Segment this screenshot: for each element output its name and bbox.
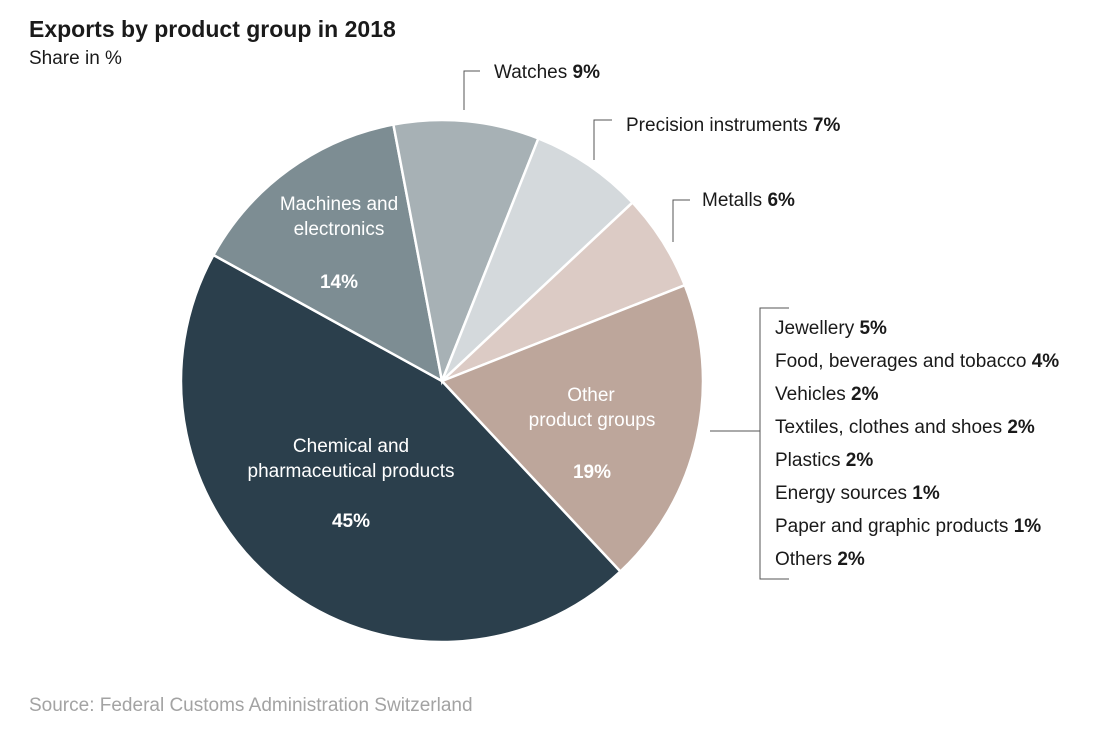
breakdown-item: Jewellery 5% [775, 318, 887, 339]
breakdown-item-value: 4% [1032, 351, 1060, 372]
breakdown-item-label: Jewellery [775, 318, 859, 339]
label-metalls-text: Metalls 6% [702, 190, 795, 211]
pie-slices [179, 118, 705, 644]
pie-slice-chemical-and-pharmaceutical-products [179, 253, 623, 644]
leader-line-precision [593, 119, 612, 160]
breakdown-item-value: 2% [851, 384, 879, 405]
pie-slice-watches [391, 118, 540, 386]
breakdown-item: Food, beverages and tobacco 4% [775, 351, 1059, 372]
label-watches-name: Watches [494, 62, 567, 83]
breakdown-item-value: 5% [859, 318, 887, 339]
label-precision-value: 7% [813, 115, 841, 136]
breakdown-list: Jewellery 5% Food, beverages and tobacco … [775, 318, 1059, 570]
breakdown-item: Vehicles 2% [775, 384, 879, 405]
label-chemical-value: 45% [332, 511, 370, 532]
label-metalls: Metalls 6% [672, 190, 795, 242]
pie-slice-other-product-groups [439, 283, 705, 574]
pie-slice-precision-instruments [440, 136, 635, 382]
label-watches: Watches 9% [463, 62, 600, 110]
label-machines: Machines and electronics 14% [280, 194, 398, 293]
breakdown-item: Plastics 2% [775, 450, 873, 471]
pie-slice-machines-and-electronics [211, 123, 444, 384]
label-chemical-line2: pharmaceutical products [248, 461, 455, 482]
breakdown-item: Others 2% [775, 549, 865, 570]
label-chemical: Chemical and pharmaceutical products 45% [248, 436, 455, 532]
label-precision: Precision instruments 7% [593, 115, 840, 160]
label-other: Other product groups 19% [529, 385, 656, 483]
label-chemical-line1: Chemical and [293, 436, 409, 457]
breakdown-item-value: 2% [1007, 417, 1035, 438]
leader-line-watches [463, 70, 480, 110]
breakdown-item-label: Energy sources [775, 483, 912, 504]
breakdown-item-value: 1% [1014, 516, 1042, 537]
breakdown-item: Paper and graphic products 1% [775, 516, 1041, 537]
breakdown-item: Textiles, clothes and shoes 2% [775, 417, 1035, 438]
label-machines-line1: Machines and [280, 194, 398, 215]
label-metalls-name: Metalls [702, 190, 762, 211]
label-machines-line2: electronics [294, 219, 385, 240]
label-precision-name: Precision instruments [626, 115, 808, 136]
breakdown-bracket [710, 307, 789, 580]
breakdown-item-label: Vehicles [775, 384, 851, 405]
label-watches-text: Watches 9% [494, 62, 600, 83]
label-other-line1: Other [567, 385, 615, 406]
bracket-line [759, 307, 789, 580]
breakdown-item-label: Plastics [775, 450, 846, 471]
chart-source: Source: Federal Customs Administration S… [29, 695, 473, 716]
chart-title: Exports by product group in 2018 [29, 16, 396, 42]
label-other-line2: product groups [529, 410, 656, 431]
label-watches-value: 9% [573, 62, 601, 83]
label-metalls-value: 6% [767, 190, 795, 211]
breakdown-item-label: Others [775, 549, 837, 570]
breakdown-item-label: Food, beverages and tobacco [775, 351, 1032, 372]
leader-line-metalls [672, 199, 690, 242]
breakdown-item-value: 1% [912, 483, 940, 504]
breakdown-item-value: 2% [846, 450, 874, 471]
label-machines-value: 14% [320, 272, 358, 293]
chart-subtitle: Share in % [29, 48, 122, 69]
breakdown-item-label: Textiles, clothes and shoes [775, 417, 1007, 438]
breakdown-item-value: 2% [837, 549, 865, 570]
label-precision-text: Precision instruments 7% [626, 115, 840, 136]
label-other-value: 19% [573, 462, 611, 483]
breakdown-item: Energy sources 1% [775, 483, 940, 504]
breakdown-item-label: Paper and graphic products [775, 516, 1014, 537]
